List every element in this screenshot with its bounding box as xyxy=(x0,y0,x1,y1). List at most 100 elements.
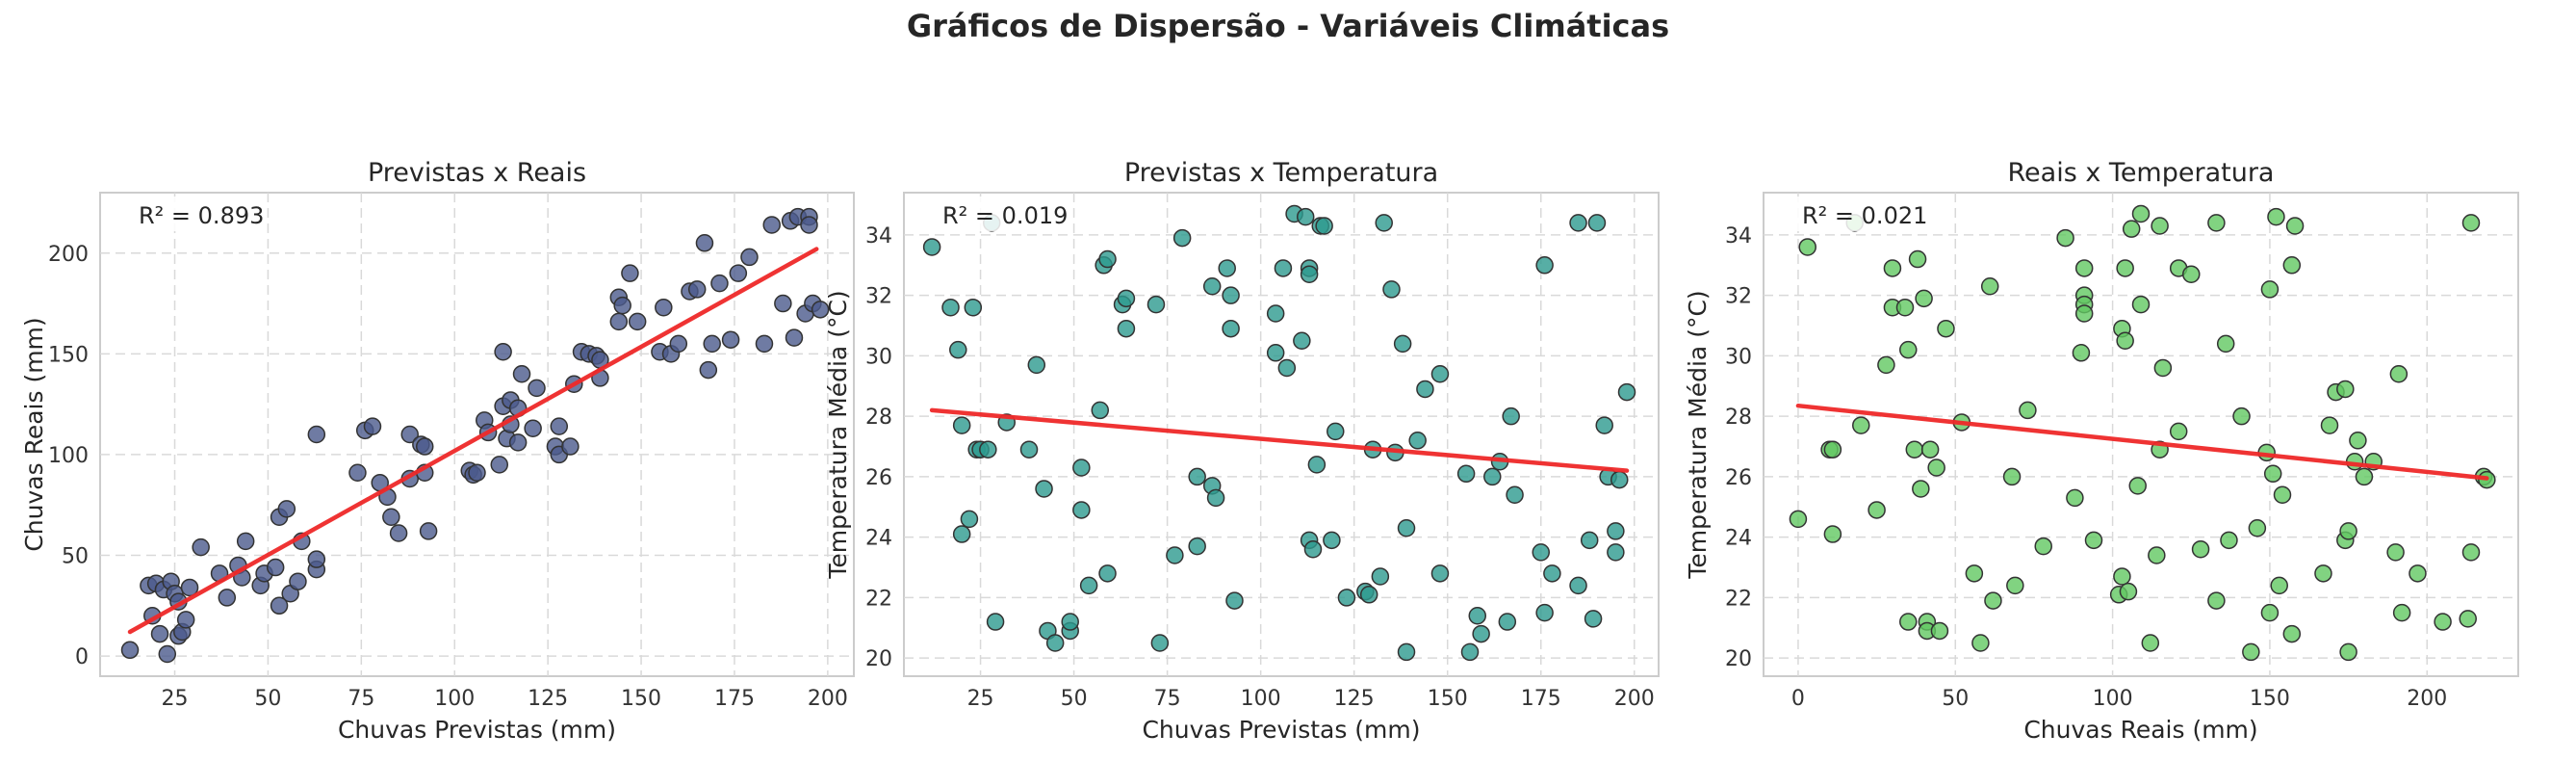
scatter-point xyxy=(1296,207,1315,226)
scatter-point xyxy=(1327,422,1345,441)
x-tick-label: 150 xyxy=(2250,687,2290,711)
scatter-point xyxy=(236,532,255,551)
chart-title: Previstas x Reais xyxy=(368,158,586,188)
scatter-point xyxy=(1569,214,1587,232)
scatter-point xyxy=(2339,522,2357,540)
scatter-point xyxy=(979,440,997,459)
scatter-point xyxy=(508,433,528,452)
scatter-point xyxy=(1569,576,1587,595)
scatter-point xyxy=(2248,519,2267,537)
scatter-point xyxy=(1300,265,1319,283)
scatter-point xyxy=(2072,344,2091,362)
scatter-point xyxy=(628,312,647,331)
scatter-point xyxy=(952,416,971,434)
x-tick-label: 175 xyxy=(1521,687,1561,711)
x-tick-label: 50 xyxy=(1061,687,1088,711)
scatter-point xyxy=(1823,440,1842,459)
scatter-point xyxy=(785,328,804,347)
scatter-point xyxy=(2392,603,2411,622)
scatter-point xyxy=(1895,298,1915,317)
scatter-point xyxy=(1091,401,1110,420)
scatter-point xyxy=(740,248,759,267)
scatter-point xyxy=(800,216,818,234)
scatter-point xyxy=(1883,259,1902,277)
y-tick-label: 22 xyxy=(865,587,892,611)
scatter-point xyxy=(561,437,580,456)
scatter-point xyxy=(348,463,367,482)
x-tick-label: 150 xyxy=(1428,687,1468,711)
scatter-point xyxy=(695,234,714,252)
scatter-point xyxy=(2074,259,2094,277)
x-tick-label: 50 xyxy=(1942,687,1969,711)
scatter-point xyxy=(382,508,400,527)
scatter-point xyxy=(307,425,326,444)
scatter-point xyxy=(1079,576,1098,595)
scatter-point xyxy=(1899,340,1918,359)
scatter-point xyxy=(1868,501,1886,519)
x-tick-label: 25 xyxy=(162,687,189,711)
scatter-point xyxy=(415,437,434,456)
scatter-point xyxy=(1498,613,1517,631)
scatter-point xyxy=(1430,365,1450,383)
y-tick-label: 28 xyxy=(1725,406,1752,430)
r2-box xyxy=(925,197,1058,231)
scatter-point xyxy=(1303,539,1323,559)
x-tick-label: 150 xyxy=(621,687,661,711)
scatter-point xyxy=(270,596,289,616)
scatter-point xyxy=(960,510,979,529)
scatter-point xyxy=(1315,217,1333,235)
scatter-point xyxy=(1188,467,1206,486)
x-tick-label: 175 xyxy=(714,687,755,711)
scatter-chart-reais-temperatura: 0 50 100 150 200 20 22 24 26 28 30 32 34 R² = 0.021 Re… xyxy=(1684,158,2519,744)
y-tick-label: 24 xyxy=(865,527,892,551)
scatter-point xyxy=(363,417,382,435)
scatter-point xyxy=(941,298,960,317)
scatter-point xyxy=(1072,501,1091,519)
scatter-point xyxy=(2113,567,2131,586)
scatter-point xyxy=(1277,358,1297,378)
scatter-point xyxy=(1222,319,1240,338)
scatter-point xyxy=(2191,539,2210,559)
y-tick-label: 200 xyxy=(48,243,89,267)
scatter-point xyxy=(1035,480,1053,498)
scatter-point xyxy=(2263,464,2282,484)
scatter-point xyxy=(2006,576,2024,595)
scatter-point xyxy=(1371,567,1390,586)
scatter-point xyxy=(218,589,237,607)
scatter-point xyxy=(2285,217,2305,235)
scatter-point xyxy=(1072,459,1091,477)
y-tick-label: 34 xyxy=(865,224,892,249)
scatter-point xyxy=(1061,613,1079,631)
x-axis-label: Chuvas Reais (mm) xyxy=(2023,716,2257,744)
scatter-point xyxy=(1266,304,1285,323)
scatter-point xyxy=(762,216,781,234)
scatter-point xyxy=(2116,259,2134,277)
y-tick-label: 100 xyxy=(48,444,89,468)
scatter-point xyxy=(964,298,983,317)
y-tick-label: 50 xyxy=(62,545,89,569)
scatter-point xyxy=(1375,214,1393,232)
scatter-point xyxy=(512,365,531,383)
x-axis-label: Chuvas Previstas (mm) xyxy=(338,716,616,744)
scatter-point xyxy=(703,334,721,354)
scatter-point xyxy=(1930,621,1949,641)
scatter-point xyxy=(1937,319,1955,338)
scatter-point xyxy=(524,419,542,437)
y-tick-label: 34 xyxy=(1725,224,1752,249)
y-tick-label: 26 xyxy=(1725,466,1752,490)
x-tick-label: 125 xyxy=(528,687,568,711)
scatter-point xyxy=(1617,382,1636,402)
scatter-point xyxy=(1543,564,1561,583)
scatter-point xyxy=(1397,519,1416,537)
scatter-point xyxy=(1468,607,1487,625)
scatter-point xyxy=(2074,304,2094,323)
scatter-point xyxy=(307,550,326,568)
scatter-point xyxy=(1098,564,1117,583)
scatter-point xyxy=(180,578,199,597)
scatter-point xyxy=(1416,380,1434,399)
figure-title: Gráficos de Dispersão - Variáveis Climát… xyxy=(906,8,1670,44)
y-tick-label: 26 xyxy=(865,466,892,490)
scatter-point xyxy=(120,641,140,660)
y-axis-label: Temperatura Média (°C) xyxy=(1684,290,1712,579)
scatter-point xyxy=(1397,642,1416,662)
